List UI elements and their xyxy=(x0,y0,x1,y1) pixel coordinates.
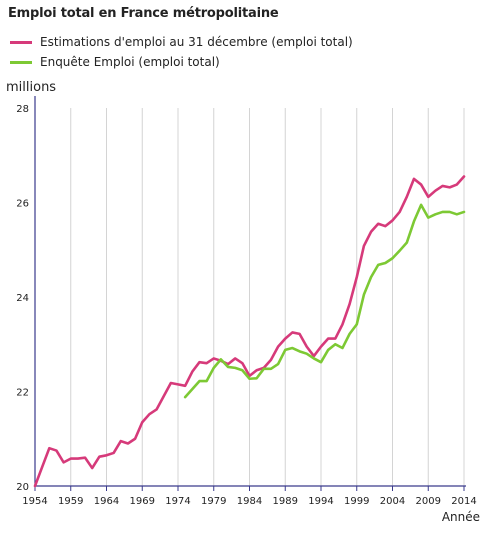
y-tick-label-20: 20 xyxy=(16,482,29,493)
legend-item-estimations: Estimations d'emploi au 31 décembre (emp… xyxy=(10,32,353,52)
x-tick-label-1959: 1959 xyxy=(58,496,83,507)
legend-swatch-estimations xyxy=(10,40,32,44)
x-tick-label-1984: 1984 xyxy=(237,496,262,507)
x-tick-label-1954: 1954 xyxy=(22,496,47,507)
legend-item-enquete: Enquête Emploi (emploi total) xyxy=(10,52,353,72)
x-tick-label-2014: 2014 xyxy=(451,496,476,507)
x-tick-label-1964: 1964 xyxy=(94,496,119,507)
series-line-1 xyxy=(183,203,466,399)
legend-swatch-enquete xyxy=(10,60,32,64)
x-tick-label-2004: 2004 xyxy=(380,496,405,507)
series-line-0 xyxy=(33,175,466,488)
x-tick-label-1989: 1989 xyxy=(273,496,298,507)
x-tick-label-2009: 2009 xyxy=(416,496,441,507)
y-axis-label: millions xyxy=(6,80,57,95)
y-tick-label-26: 26 xyxy=(16,199,29,210)
x-tick-label-1969: 1969 xyxy=(130,496,155,507)
legend: Estimations d'emploi au 31 décembre (emp… xyxy=(10,32,353,72)
legend-label-enquete: Enquête Emploi (emploi total) xyxy=(40,55,220,69)
legend-label-estimations: Estimations d'emploi au 31 décembre (emp… xyxy=(40,35,353,49)
x-tick-label-1974: 1974 xyxy=(165,496,190,507)
x-tick-label-1994: 1994 xyxy=(308,496,333,507)
x-axis-label: Année xyxy=(441,510,480,524)
y-tick-label-28: 28 xyxy=(16,104,29,115)
y-tick-label-22: 22 xyxy=(16,388,29,399)
x-tick-label-1979: 1979 xyxy=(201,496,226,507)
x-tick-label-1999: 1999 xyxy=(344,496,369,507)
chart-title: Emploi total en France métropolitaine xyxy=(8,6,279,21)
y-tick-label-24: 24 xyxy=(16,293,29,304)
